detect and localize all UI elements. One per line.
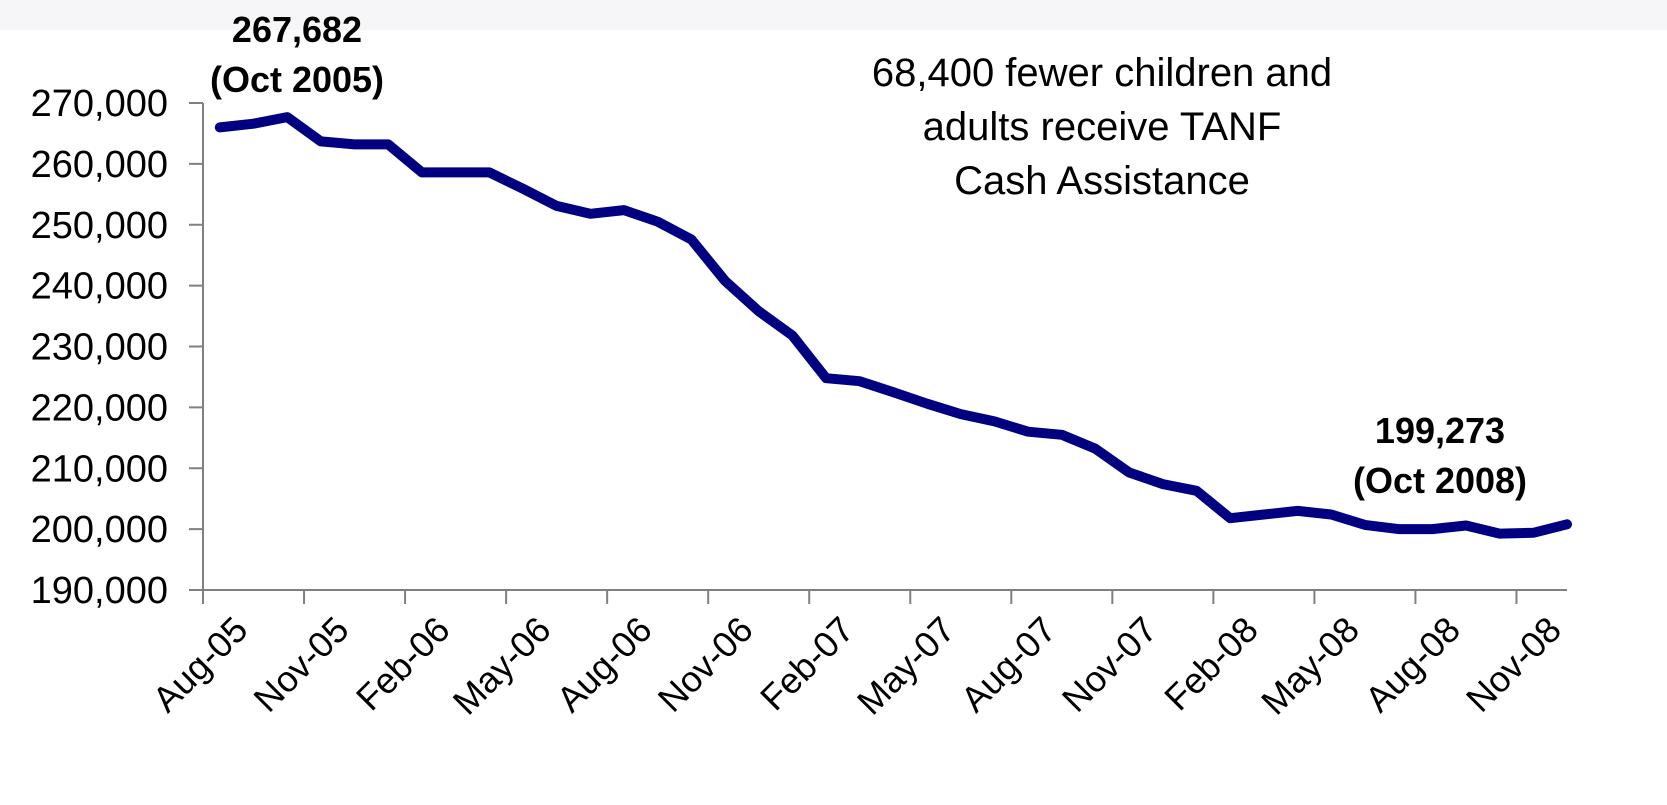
data-point [1162, 483, 1164, 485]
data-point [791, 335, 793, 336]
y-tick-label: 230,000 [31, 327, 168, 369]
peak-date-label: (Oct 2005) [210, 59, 384, 100]
x-tick-label: Aug-06 [549, 609, 660, 720]
data-point [690, 238, 692, 240]
data-point [926, 403, 928, 405]
data-point [1330, 514, 1332, 515]
data-series [214, 112, 1572, 539]
data-point [1027, 431, 1029, 433]
y-axis-ticks: 190,000 200,000 210,000 220,000 230,000 240,0… [31, 83, 203, 612]
data-point [1095, 448, 1096, 450]
data-point [994, 420, 995, 422]
x-tick-label: May-07 [849, 609, 963, 723]
y-tick-label: 240,000 [31, 266, 168, 308]
y-tick-label: 190,000 [31, 570, 168, 612]
data-point [1398, 528, 1400, 530]
x-tick-label: Feb-08 [1156, 609, 1266, 719]
data-point [825, 377, 827, 379]
callout-line-1: 68,400 fewer children and [872, 51, 1332, 95]
x-tick-label: Aug-05 [144, 609, 255, 720]
data-point [724, 280, 726, 282]
end-date-label: (Oct 2008) [1353, 460, 1527, 501]
x-tick-label: May-06 [445, 609, 559, 723]
data-point [1263, 514, 1265, 515]
x-tick-label: Feb-07 [752, 609, 862, 719]
data-point [320, 140, 322, 142]
data-point [1297, 510, 1299, 512]
y-tick-label: 250,000 [31, 205, 168, 247]
y-tick-label: 260,000 [31, 144, 168, 186]
data-point [1364, 524, 1366, 526]
data-point [219, 126, 221, 128]
data-point [421, 171, 423, 173]
y-tick-label: 200,000 [31, 509, 168, 551]
x-tick-label: Nov-06 [650, 609, 761, 720]
axes [202, 103, 1567, 591]
end-value-label: 199,273 [1375, 410, 1505, 451]
data-point [1566, 523, 1568, 525]
x-axis-ticks: Aug-05Nov-05Feb-06May-06Aug-06Nov-06Feb-… [144, 590, 1569, 723]
data-point [1431, 528, 1433, 530]
data-point [387, 143, 389, 145]
callout-line-3: Cash Assistance [954, 159, 1250, 203]
data-point [1061, 434, 1063, 436]
peak-value-label: 267,682 [232, 9, 362, 50]
data-point [1128, 472, 1130, 473]
data-point [354, 143, 356, 145]
x-tick-label: Nov-08 [1458, 609, 1569, 720]
data-point [892, 391, 894, 393]
data-point [758, 310, 760, 312]
x-tick-label: Nov-05 [245, 609, 356, 720]
data-point [1532, 532, 1534, 534]
x-tick-label: Aug-07 [953, 609, 1064, 720]
y-tick-label: 270,000 [31, 83, 168, 125]
data-point [960, 413, 962, 415]
x-tick-label: Aug-08 [1357, 609, 1468, 720]
data-point [253, 123, 254, 125]
data-point [859, 380, 861, 382]
x-tick-label: Nov-07 [1054, 609, 1165, 720]
data-point [522, 188, 524, 190]
data-point [589, 213, 591, 215]
data-point [1229, 517, 1231, 519]
top-band [0, 0, 1667, 30]
data-point [657, 221, 659, 223]
data-point [1465, 525, 1467, 526]
callout-line-2: adults receive TANF [923, 105, 1282, 149]
x-tick-label: May-08 [1253, 609, 1367, 723]
x-tick-label: Feb-06 [348, 609, 458, 719]
y-tick-label: 210,000 [31, 448, 168, 490]
data-point [1499, 533, 1501, 535]
data-point [488, 171, 490, 173]
data-point [556, 205, 558, 207]
data-point [1196, 490, 1197, 492]
data-point [623, 209, 625, 211]
data-point [455, 171, 457, 173]
y-tick-label: 220,000 [31, 387, 168, 429]
data-point [286, 116, 288, 118]
